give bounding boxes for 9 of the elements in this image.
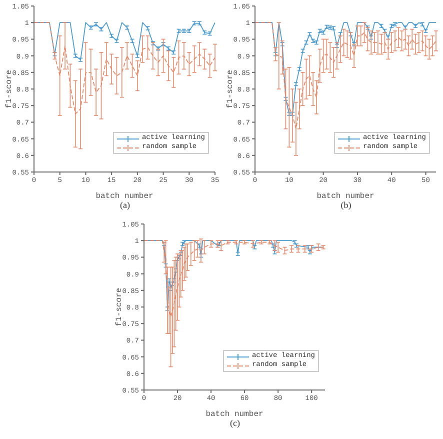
x-axis-title: batch number <box>316 192 375 201</box>
x-axis-title: batch number <box>96 192 154 201</box>
y-axis-title: f1-score <box>4 70 14 108</box>
text: (a) <box>119 200 131 210</box>
y-axis-title: f1-score <box>114 288 124 326</box>
y-axis-title: f1-score <box>226 70 235 108</box>
text: (b) <box>340 200 352 210</box>
x-axis-title: batch number <box>206 410 264 419</box>
text: (c) <box>229 418 241 428</box>
